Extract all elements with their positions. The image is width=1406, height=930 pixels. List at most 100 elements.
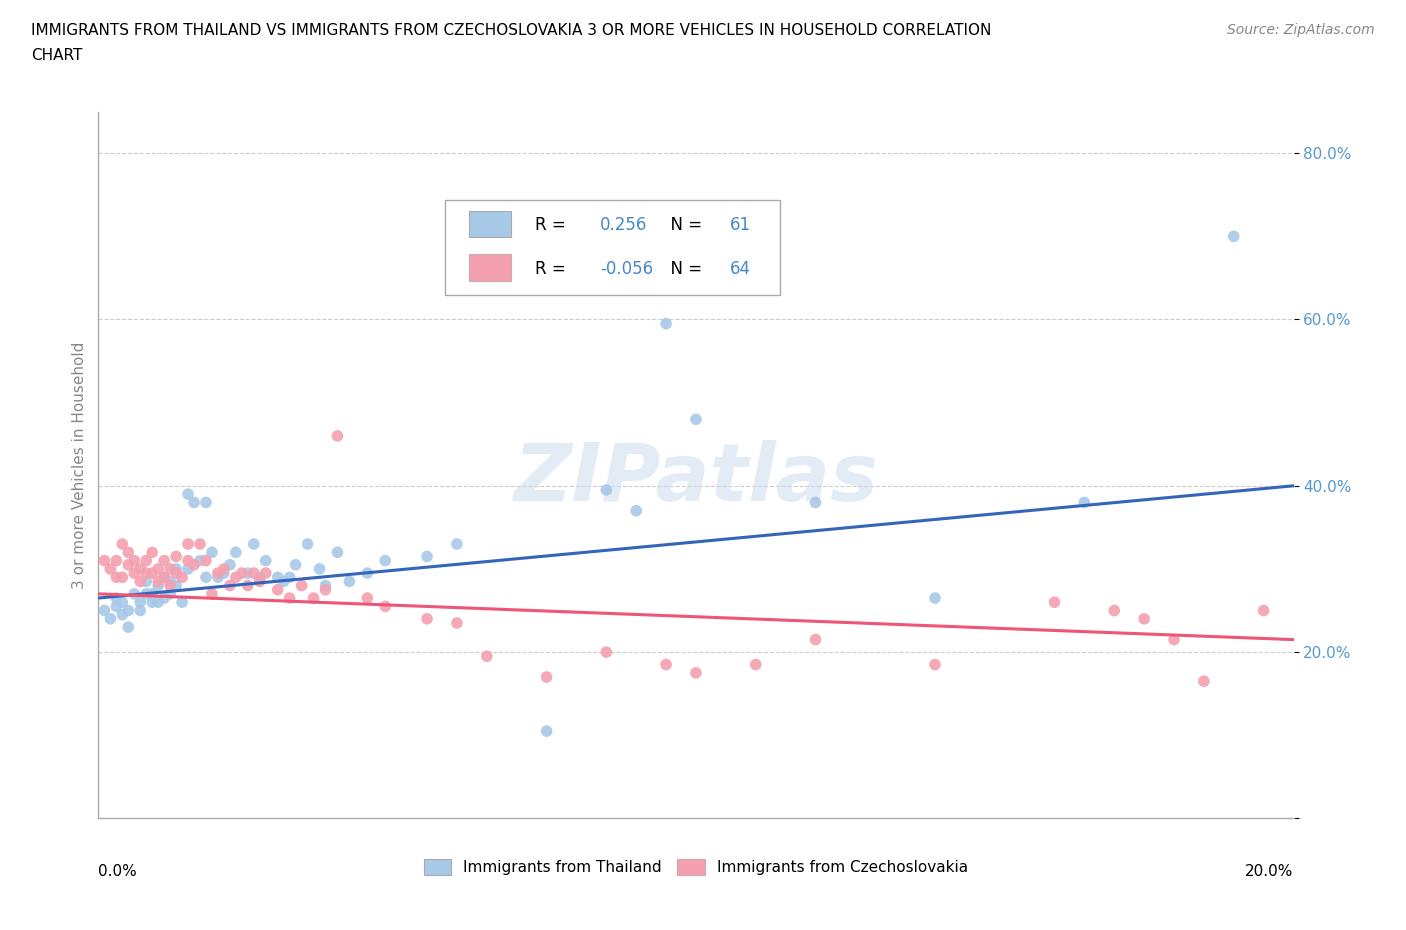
Point [135,587,157,602]
Point [655,658,678,672]
Point [356,591,378,605]
Text: R =: R = [534,217,571,234]
Legend: Immigrants from Thailand, Immigrants from Czechoslovakia: Immigrants from Thailand, Immigrants fro… [418,853,974,882]
Point [159,574,181,589]
Point [231,565,253,580]
Point [804,632,827,647]
Text: Source: ZipAtlas.com: Source: ZipAtlas.com [1227,23,1375,37]
Point [129,595,152,610]
Point [626,503,648,518]
Point [195,553,218,568]
Point [124,553,146,568]
Point [278,570,301,585]
Point [129,603,152,618]
Point [165,578,187,593]
Point [141,587,163,602]
Point [219,578,242,593]
Point [141,565,163,580]
Point [315,582,337,597]
Point [1133,611,1156,626]
Point [267,582,290,597]
Point [416,549,439,564]
Point [595,483,617,498]
Point [188,537,211,551]
Point [536,724,558,738]
Bar [470,255,510,281]
Text: R =: R = [534,260,571,278]
Point [98,562,122,577]
Point [111,607,134,622]
Point [201,545,224,560]
Point [254,553,277,568]
Point [1104,603,1126,618]
Point [111,595,134,610]
Point [98,611,122,626]
Point [1073,495,1095,510]
Text: IMMIGRANTS FROM THAILAND VS IMMIGRANTS FROM CZECHOSLOVAKIA 3 OR MORE VEHICLES IN: IMMIGRANTS FROM THAILAND VS IMMIGRANTS F… [31,23,991,38]
Point [141,595,163,610]
Point [183,495,205,510]
Point [315,578,337,593]
Bar [470,210,510,237]
Point [236,578,259,593]
Point [446,537,468,551]
Point [225,570,247,585]
Point [243,565,266,580]
Point [291,578,314,593]
Point [117,619,139,634]
Point [201,587,224,602]
Point [135,565,157,580]
Point [135,574,157,589]
Point [117,603,139,618]
Point [165,565,187,580]
Point [177,486,200,501]
Point [595,644,617,659]
Point [536,670,558,684]
Point [254,565,277,580]
Point [93,603,115,618]
Point [655,316,678,331]
Text: CHART: CHART [31,48,83,63]
Point [212,565,235,580]
Point [1163,632,1185,647]
Point [297,537,319,551]
Point [924,658,946,672]
Point [153,553,176,568]
Point [129,562,152,577]
Point [243,537,266,551]
Point [685,666,707,681]
Point [159,562,181,577]
Point [273,574,295,589]
Point [148,562,170,577]
Point [153,591,176,605]
Point [153,570,176,585]
Point [374,599,396,614]
Point [302,591,325,605]
Point [339,574,361,589]
Point [183,557,205,572]
Point [804,495,827,510]
Point [195,495,218,510]
Text: 61: 61 [730,217,751,234]
Point [225,545,247,560]
Point [284,557,307,572]
Point [1223,229,1246,244]
Point [172,595,194,610]
Point [159,578,181,593]
Point [278,591,301,605]
Point [117,545,139,560]
Point [129,574,152,589]
Point [153,570,176,585]
Point [148,578,170,593]
Point [93,553,115,568]
Point [1253,603,1275,618]
Y-axis label: 3 or more Vehicles in Household: 3 or more Vehicles in Household [72,341,87,589]
Point [236,565,259,580]
Point [267,570,290,585]
Text: 0.0%: 0.0% [98,864,138,879]
Point [124,587,146,602]
Point [135,553,157,568]
Point [177,553,200,568]
Text: N =: N = [661,260,707,278]
Point [111,537,134,551]
